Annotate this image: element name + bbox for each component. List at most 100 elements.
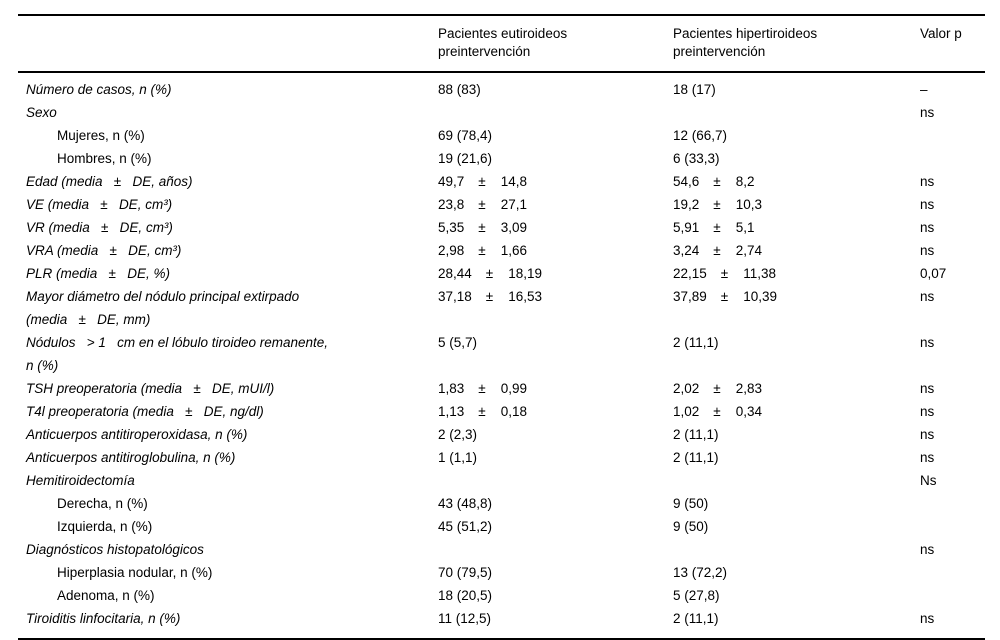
row-label: T4l preoperatoria (media ± DE, ng/dl): [26, 404, 264, 419]
header-variable: [18, 15, 438, 73]
hyperthyroid-value-cell: 9 (50): [673, 496, 709, 511]
comparison-table: Pacientes eutiroideos preintervención Pa…: [18, 14, 985, 640]
mean-value: 1,13: [438, 404, 465, 419]
hyperthyroid-value-cell: [673, 101, 920, 124]
mean-value: 5,91: [673, 220, 700, 235]
p-value-cell: [920, 147, 985, 170]
p-value-cell: ns: [920, 611, 935, 626]
p-value-cell: [920, 124, 985, 147]
euthyroid-value-cell: 1,83 ±0,99: [438, 377, 673, 400]
row-label: Adenoma, n (%): [57, 588, 155, 603]
plus-minus-symbol: ±: [713, 220, 721, 235]
table-row: Hiperplasia nodular, n (%) 70 (79,5) 13 (7…: [18, 561, 985, 584]
table-row: Hombres, n (%) 19 (21,6) 6 (33,3): [18, 147, 985, 170]
plus-minus-symbol: ±: [485, 266, 494, 281]
row-label: TSH preoperatoria (media ± DE, mUI/l): [26, 381, 275, 396]
hyperthyroid-value-cell: 19,2 ±10,3: [673, 193, 920, 216]
sd-value: 3,09: [500, 220, 527, 235]
euthyroid-value-cell: 88 (83): [438, 82, 481, 97]
p-value-cell: ns: [920, 427, 935, 442]
table-row: Anticuerpos antitiroperoxidasa, n (%) 2 (…: [18, 423, 985, 446]
sd-value: 5,1: [735, 220, 755, 235]
p-value-cell: ns: [920, 105, 935, 120]
mean-value: 2,02: [673, 381, 700, 396]
euthyroid-value-cell: 37,18 ±16,53: [438, 285, 673, 331]
euthyroid-value-cell: 18 (20,5): [438, 588, 493, 603]
p-value-cell: [920, 584, 985, 607]
sd-value: 2,74: [735, 243, 762, 258]
row-label: Anticuerpos antitiroperoxidasa, n (%): [26, 427, 248, 442]
euthyroid-value-cell: 2 (2,3): [438, 427, 478, 442]
hyperthyroid-value-cell: 2,02 ±2,83: [673, 377, 920, 400]
euthyroid-value-cell: 69 (78,4): [438, 128, 493, 143]
sd-value: 10,39: [743, 289, 778, 304]
table-row: Nódulos > 1 cm en el lóbulo tiroideo rem…: [18, 331, 985, 377]
table-row: TSH preoperatoria (media ± DE, mUI/l) 1,8…: [18, 377, 985, 400]
row-label: Diagnósticos histopatológicos: [26, 542, 204, 557]
p-value-cell: [920, 492, 985, 515]
sd-value: 0,18: [500, 404, 527, 419]
hyperthyroid-value-cell: 5,91 ±5,1: [673, 216, 920, 239]
mean-value: 54,6: [673, 174, 700, 189]
mean-value: 37,18: [438, 289, 472, 304]
row-label: Nódulos > 1 cm en el lóbulo tiroideo rem…: [26, 335, 329, 373]
sd-value: 0,34: [735, 404, 762, 419]
plus-minus-symbol: ±: [713, 197, 721, 212]
plus-minus-symbol: ±: [713, 243, 721, 258]
table-header: Pacientes eutiroideos preintervención Pa…: [18, 15, 985, 73]
sd-value: 0,99: [500, 381, 527, 396]
hyperthyroid-value-cell: 9 (50): [673, 519, 709, 534]
plus-minus-symbol: ±: [478, 381, 486, 396]
p-value-cell: –: [920, 82, 928, 97]
table-row: Edad (media ± DE, años) 49,7 ±14,8 54,6 ±8,2…: [18, 170, 985, 193]
euthyroid-value-cell: 23,8 ±27,1: [438, 193, 673, 216]
plus-minus-symbol: ±: [478, 243, 486, 258]
mean-value: 1,02: [673, 404, 700, 419]
euthyroid-value-cell: 1 (1,1): [438, 450, 478, 465]
plus-minus-symbol: ±: [478, 404, 486, 419]
euthyroid-value-cell: 49,7 ±14,8: [438, 170, 673, 193]
sd-value: 11,38: [743, 266, 776, 281]
p-value-cell: ns: [920, 450, 935, 465]
table-row: T4l preoperatoria (media ± DE, ng/dl) 1,1…: [18, 400, 985, 423]
p-value-cell: ns: [920, 174, 935, 189]
plus-minus-symbol: ±: [478, 174, 486, 189]
table-row: Mayor diámetro del nódulo principal exti…: [18, 285, 985, 331]
hyperthyroid-value-cell: 12 (66,7): [673, 128, 728, 143]
euthyroid-value-cell: [438, 538, 673, 561]
hyperthyroid-value-cell: 3,24 ±2,74: [673, 239, 920, 262]
table-body: Número de casos, n (%) 88 (83) 18 (17) – Sex…: [18, 72, 985, 639]
plus-minus-symbol: ±: [720, 289, 729, 304]
row-label: Anticuerpos antitiroglobulina, n (%): [26, 450, 236, 465]
euthyroid-value-cell: 43 (48,8): [438, 496, 493, 511]
mean-value: 5,35: [438, 220, 465, 235]
hyperthyroid-value-cell: 37,89 ±10,39: [673, 285, 920, 331]
row-label: VE (media ± DE, cm³): [26, 197, 173, 212]
sd-value: 10,3: [735, 197, 762, 212]
row-label: Tiroiditis linfocitaria, n (%): [26, 611, 181, 626]
row-label: Izquierda, n (%): [57, 519, 153, 534]
p-value-cell: Ns: [920, 473, 937, 488]
table-row: Sexo ns: [18, 101, 985, 124]
table-row: Anticuerpos antitiroglobulina, n (%) 1 (1…: [18, 446, 985, 469]
euthyroid-value-cell: 1,13 ±0,18: [438, 400, 673, 423]
row-label: VR (media ± DE, cm³): [26, 220, 173, 235]
row-label: Hiperplasia nodular, n (%): [57, 565, 213, 580]
row-label: Derecha, n (%): [57, 496, 148, 511]
euthyroid-value-cell: 45 (51,2): [438, 519, 493, 534]
row-label: Mayor diámetro del nódulo principal exti…: [26, 289, 300, 327]
table-row: Número de casos, n (%) 88 (83) 18 (17) –: [18, 72, 985, 101]
mean-value: 49,7: [438, 174, 465, 189]
row-label: Hombres, n (%): [57, 151, 152, 166]
hyperthyroid-value-cell: 54,6 ±8,2: [673, 170, 920, 193]
mean-value: 22,15: [673, 266, 707, 281]
hyperthyroid-value-cell: 5 (27,8): [673, 588, 720, 603]
mean-value: 3,24: [673, 243, 700, 258]
p-value-cell: ns: [920, 404, 935, 419]
row-label: PLR (media ± DE, %): [26, 266, 170, 281]
plus-minus-symbol: ±: [713, 404, 721, 419]
euthyroid-value-cell: 5,35 ±3,09: [438, 216, 673, 239]
sd-value: 2,83: [735, 381, 762, 396]
p-value-cell: ns: [920, 220, 935, 235]
